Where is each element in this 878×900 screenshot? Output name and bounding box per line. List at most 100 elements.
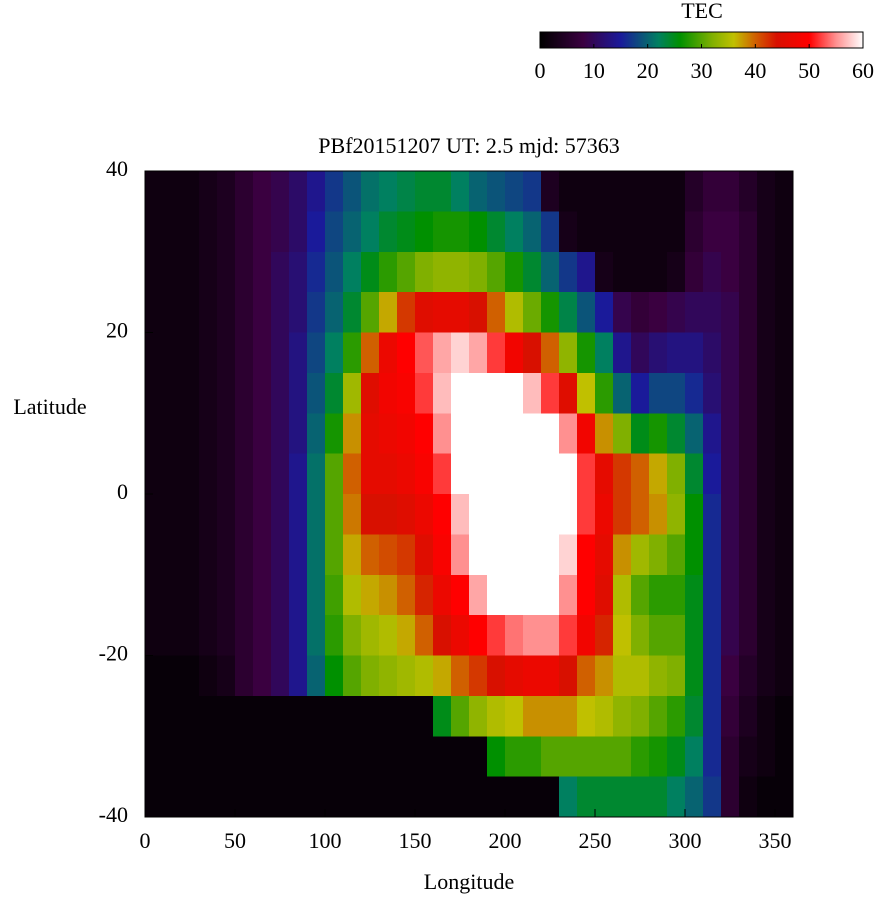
heatmap-cell xyxy=(181,695,200,737)
heatmap-cell xyxy=(469,534,488,576)
heatmap-cell xyxy=(775,574,794,616)
heatmap-cell xyxy=(343,615,362,656)
heatmap-cell xyxy=(307,453,326,495)
heatmap-cell xyxy=(667,695,686,737)
heatmap-cell xyxy=(235,332,254,374)
heatmap-cell xyxy=(307,574,326,616)
heatmap-cell xyxy=(271,574,290,616)
colorbar-label: TEC xyxy=(681,0,723,23)
heatmap-cell xyxy=(775,736,794,778)
heatmap-cell xyxy=(631,534,650,576)
heatmap-cell xyxy=(289,534,308,576)
heatmap-cell xyxy=(757,494,776,535)
heatmap-cell xyxy=(577,494,596,535)
heatmap-cell xyxy=(685,655,704,697)
heatmap-cell xyxy=(163,372,182,414)
heatmap-cell xyxy=(163,574,182,616)
heatmap-cell xyxy=(757,171,776,212)
heatmap-cell xyxy=(541,695,560,737)
heatmap-cell xyxy=(541,211,560,253)
heatmap-cell xyxy=(685,413,704,455)
heatmap-cell xyxy=(253,574,272,616)
heatmap-cell xyxy=(253,776,272,818)
heatmap-cell xyxy=(379,736,398,778)
heatmap-cell xyxy=(181,655,200,697)
heatmap-cell xyxy=(559,372,578,414)
heatmap-cell xyxy=(235,292,254,333)
y-tick-label: 40 xyxy=(106,156,128,181)
heatmap-cell xyxy=(649,292,668,333)
heatmap-cell xyxy=(271,211,290,253)
x-axis-label: Longitude xyxy=(424,869,514,894)
heatmap-cell xyxy=(181,615,200,656)
heatmap-cell xyxy=(343,292,362,333)
heatmap-cell xyxy=(775,251,794,293)
x-tick-label: 0 xyxy=(140,828,151,853)
heatmap-cell xyxy=(667,372,686,414)
heatmap-cell xyxy=(163,251,182,293)
heatmap-cell xyxy=(343,574,362,616)
heatmap-cell xyxy=(181,171,200,212)
heatmap-cell xyxy=(181,534,200,576)
heatmap-cell xyxy=(145,494,164,535)
heatmap-cell xyxy=(721,413,740,455)
heatmap-cell xyxy=(631,372,650,414)
colorbar-tick-label: 50 xyxy=(798,58,820,83)
heatmap-cell xyxy=(631,251,650,293)
heatmap-cell xyxy=(487,574,506,616)
heatmap-cell xyxy=(613,534,632,576)
heatmap-cell xyxy=(163,736,182,778)
heatmap-cell xyxy=(325,615,344,656)
heatmap-cell xyxy=(775,372,794,414)
heatmap-cell xyxy=(541,372,560,414)
heatmap-cell xyxy=(757,332,776,374)
heatmap-cell xyxy=(721,494,740,535)
heatmap-cell xyxy=(631,695,650,737)
heatmap-cell xyxy=(487,413,506,455)
heatmap-cell xyxy=(613,251,632,293)
heatmap-cell xyxy=(613,292,632,333)
heatmap-cell xyxy=(361,776,380,818)
heatmap-cell xyxy=(721,251,740,293)
heatmap-cell xyxy=(253,534,272,576)
heatmap-cell xyxy=(307,372,326,414)
heatmap-cell xyxy=(235,574,254,616)
heatmap-cell xyxy=(577,736,596,778)
heatmap-cell xyxy=(559,413,578,455)
heatmap-cell xyxy=(469,332,488,374)
heatmap-cell xyxy=(487,171,506,212)
heatmap-cell xyxy=(577,211,596,253)
heatmap-cell xyxy=(163,776,182,818)
heatmap-cell xyxy=(145,211,164,253)
heatmap-cell xyxy=(361,494,380,535)
heatmap-cell xyxy=(757,413,776,455)
heatmap-cell xyxy=(307,211,326,253)
heatmap-cell xyxy=(685,695,704,737)
heatmap-cell xyxy=(397,292,416,333)
heatmap-cell xyxy=(217,574,236,616)
heatmap-cell xyxy=(487,453,506,495)
heatmap-cell xyxy=(271,372,290,414)
heatmap-cell xyxy=(199,211,218,253)
heatmap-cell xyxy=(379,171,398,212)
heatmap-cell xyxy=(505,332,524,374)
heatmap-cell xyxy=(649,453,668,495)
heatmap-cell xyxy=(469,776,488,818)
heatmap-cell xyxy=(325,736,344,778)
heatmap-cell xyxy=(487,695,506,737)
heatmap-cell xyxy=(433,372,452,414)
heatmap-cell xyxy=(217,292,236,333)
heatmap-cell xyxy=(721,171,740,212)
heatmap-cell xyxy=(271,413,290,455)
heatmap-cell xyxy=(325,695,344,737)
heatmap-cell xyxy=(163,211,182,253)
heatmap-cell xyxy=(523,534,542,576)
heatmap-cell xyxy=(631,574,650,616)
heatmap-cell xyxy=(235,776,254,818)
heatmap-cell xyxy=(649,776,668,818)
heatmap-cell xyxy=(559,332,578,374)
heatmap-cell xyxy=(325,372,344,414)
heatmap-cell xyxy=(649,655,668,697)
heatmap-cell xyxy=(163,171,182,212)
heatmap-cell xyxy=(649,615,668,656)
